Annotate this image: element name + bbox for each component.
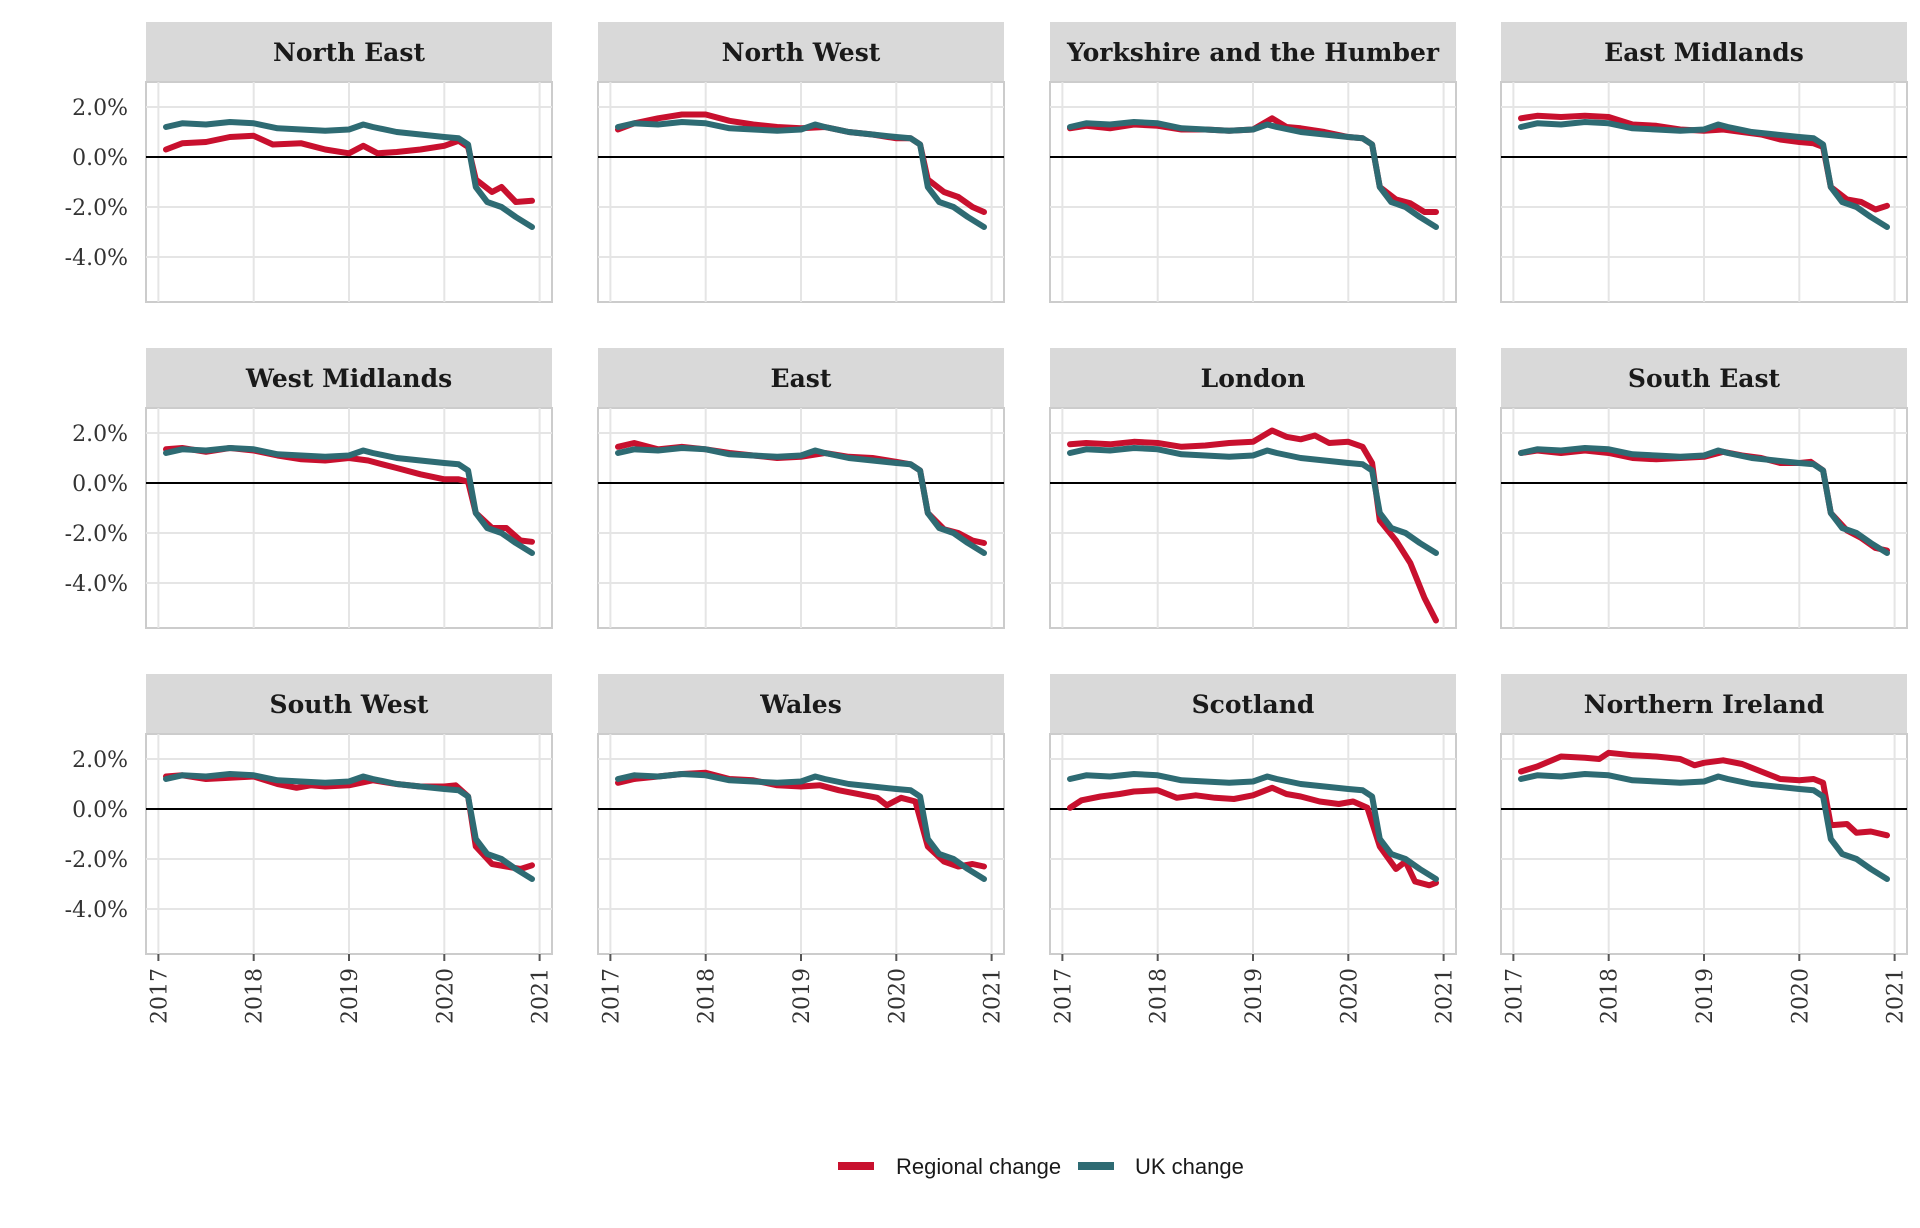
- panel-northern-ireland: Northern Ireland 2017 2018 2019 2020 2021: [1500, 674, 1909, 1024]
- panel-yorkshire-and-the-humber: Yorkshire and the Humber: [1049, 22, 1457, 303]
- x-tick-label: 2019: [1242, 968, 1267, 1024]
- facet-strip-london: [1050, 348, 1456, 408]
- y-tick-label: -4.0%: [65, 572, 128, 597]
- panel-north-east: North East 2.0% 0.0% -2.0% -4.0%: [65, 22, 553, 303]
- facet-strip-yorkshire-and-the-humber: [1050, 22, 1456, 82]
- x-tick-label: 2018: [243, 968, 268, 1024]
- x-tick-label: 2021: [1433, 968, 1458, 1024]
- x-tick-label: 2017: [1502, 968, 1527, 1024]
- y-tick-label: 0.0%: [72, 146, 128, 171]
- x-tick-label: 2017: [599, 968, 624, 1024]
- panel-scotland: Scotland 2017 2018 2019 2020 2021: [1049, 674, 1458, 1024]
- facet-strip-north-east: [146, 22, 552, 82]
- x-tick-label: 2017: [1051, 968, 1076, 1024]
- facet-title-london: London: [1201, 364, 1306, 393]
- x-tick-label: 2019: [1693, 968, 1718, 1024]
- x-tick-label: 2021: [529, 968, 554, 1024]
- facet-title-scotland: Scotland: [1192, 690, 1315, 719]
- series-line-uk-wales: [615, 771, 987, 882]
- x-tick-label: 2018: [695, 968, 720, 1024]
- panel-south-west: South West 2.0% 0.0% -2.0% -4.0% 2017 2018 2019…: [65, 674, 554, 1024]
- facet-title-east-midlands: East Midlands: [1604, 38, 1804, 67]
- panels-layer: North East 2.0% 0.0% -2.0% -4.0% North West Yo…: [65, 22, 1909, 1024]
- facet-strip-south-east: [1501, 348, 1907, 408]
- facet-title-wales: Wales: [759, 690, 842, 719]
- y-tick-label: 2.0%: [72, 748, 128, 773]
- legend: Regional change UK change: [838, 1154, 1244, 1179]
- facet-strip-south-west: [146, 674, 552, 734]
- facet-title-northern-ireland: Northern Ireland: [1584, 690, 1825, 719]
- panel-east-midlands: East Midlands: [1500, 22, 1908, 303]
- facet-title-east: East: [771, 364, 832, 393]
- series-line-uk-west-midlands: [163, 445, 535, 556]
- x-tick-label: 2021: [1884, 968, 1909, 1024]
- series-line-uk-east-midlands: [1518, 119, 1890, 230]
- y-tick-label: -4.0%: [65, 246, 128, 271]
- panel-south-east: South East: [1500, 348, 1908, 629]
- y-tick-label: 2.0%: [72, 422, 128, 447]
- facet-title-west-midlands: West Midlands: [245, 364, 452, 393]
- panel-london: London: [1049, 348, 1457, 629]
- y-tick-label: -2.0%: [65, 522, 128, 547]
- facet-title-south-east: South East: [1628, 364, 1781, 393]
- series-line-uk-north-west: [615, 119, 987, 230]
- x-tick-label: 2017: [147, 968, 172, 1024]
- panel-east: East: [597, 348, 1005, 629]
- panel-wales: Wales 2017 2018 2019 2020 2021: [597, 674, 1006, 1024]
- legend-label-regional: Regional change: [896, 1154, 1061, 1179]
- series-line-regional-scotland: [1067, 784, 1439, 889]
- series-line-regional-london: [1067, 427, 1439, 624]
- x-tick-label: 2021: [981, 968, 1006, 1024]
- series-line-uk-london: [1067, 445, 1439, 556]
- series-line-regional-northern-ireland: [1518, 749, 1890, 839]
- panel-north-west: North West: [597, 22, 1005, 303]
- series-line-regional-north-east: [163, 132, 535, 205]
- y-tick-label: 2.0%: [72, 96, 128, 121]
- x-tick-label: 2018: [1147, 968, 1172, 1024]
- facet-title-yorkshire-and-the-humber: Yorkshire and the Humber: [1066, 38, 1440, 67]
- series-line-uk-south-west: [163, 771, 535, 882]
- facet-strip-east: [598, 348, 1004, 408]
- facet-title-north-east: North East: [273, 38, 425, 67]
- y-tick-label: -2.0%: [65, 848, 128, 873]
- y-tick-label: 0.0%: [72, 472, 128, 497]
- series-line-uk-south-east: [1518, 445, 1890, 556]
- facet-strip-north-west: [598, 22, 1004, 82]
- x-tick-label: 2019: [790, 968, 815, 1024]
- x-tick-label: 2020: [885, 968, 910, 1024]
- facet-strip-scotland: [1050, 674, 1456, 734]
- facet-title-north-west: North West: [722, 38, 881, 67]
- x-tick-label: 2018: [1598, 968, 1623, 1024]
- facet-title-south-west: South West: [270, 690, 429, 719]
- x-tick-label: 2020: [1337, 968, 1362, 1024]
- legend-label-uk: UK change: [1135, 1154, 1244, 1179]
- x-tick-label: 2019: [338, 968, 363, 1024]
- facet-strip-west-midlands: [146, 348, 552, 408]
- x-tick-label: 2020: [1788, 968, 1813, 1024]
- series-line-uk-yorkshire-and-the-humber: [1067, 119, 1439, 230]
- series-line-uk-north-east: [163, 119, 535, 230]
- y-tick-label: 0.0%: [72, 798, 128, 823]
- facet-strip-wales: [598, 674, 1004, 734]
- series-line-uk-east: [615, 445, 987, 556]
- y-tick-label: -4.0%: [65, 898, 128, 923]
- series-line-uk-northern-ireland: [1518, 771, 1890, 882]
- facet-strip-east-midlands: [1501, 22, 1907, 82]
- x-tick-label: 2020: [433, 968, 458, 1024]
- panel-west-midlands: West Midlands 2.0% 0.0% -2.0% -4.0%: [65, 348, 553, 629]
- series-line-uk-scotland: [1067, 771, 1439, 882]
- facet-strip-northern-ireland: [1501, 674, 1907, 734]
- y-tick-label: -2.0%: [65, 196, 128, 221]
